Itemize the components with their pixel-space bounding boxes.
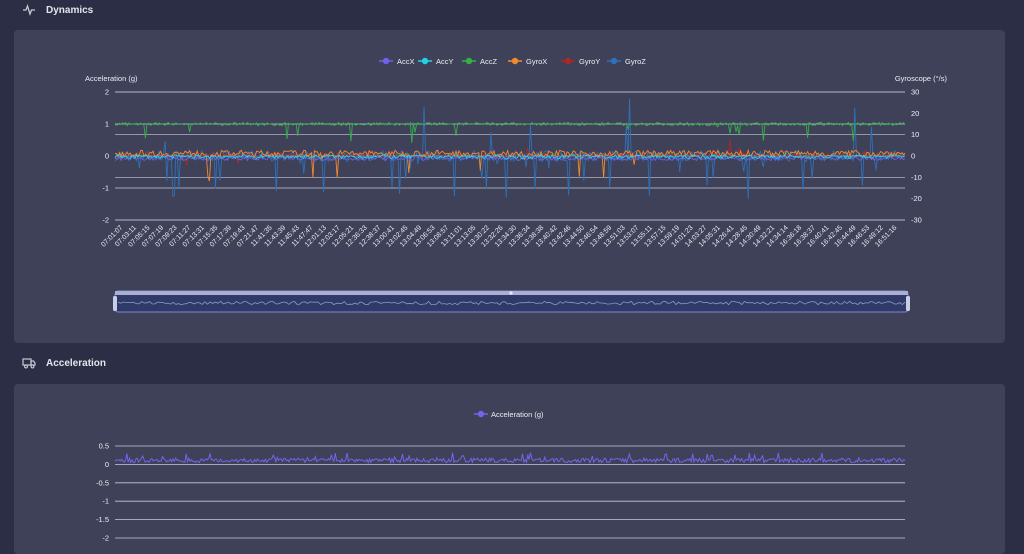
legend-marker xyxy=(610,57,618,65)
right-tick-label: 20 xyxy=(911,109,919,118)
dynamics-legend: AccX AccY AccZ GyroX GyroY GyroZ xyxy=(379,57,646,66)
legend-item-gyroy[interactable]: GyroY xyxy=(561,57,600,66)
y-tick-label: -1 xyxy=(102,497,109,506)
right-tick-label: 30 xyxy=(911,88,919,97)
zoom-slider[interactable] xyxy=(113,290,910,313)
y-tick-label: 0 xyxy=(105,460,109,469)
legend-marker xyxy=(465,57,473,65)
series-line-accx[interactable] xyxy=(114,155,906,162)
acceleration-chart[interactable]: Acceleration (g) 0.5 0 -0.5 -1 -1.5 -2 xyxy=(14,384,1005,554)
legend-marker xyxy=(564,57,572,65)
series-line-accz[interactable] xyxy=(114,121,906,143)
acceleration-title: Acceleration xyxy=(46,357,107,369)
legend-marker xyxy=(511,57,519,65)
acceleration-chart-card: Acceleration (g) 0.5 0 -0.5 -1 -1.5 -2 xyxy=(14,384,1005,554)
left-axis-title: Acceleration (g) xyxy=(85,74,138,83)
left-tick-label: 2 xyxy=(105,88,109,97)
legend-marker xyxy=(477,410,485,418)
series-line-gyroz[interactable] xyxy=(114,98,906,200)
legend-item-acceleration[interactable]: Acceleration (g) xyxy=(474,410,544,419)
legend-item-gyrox[interactable]: GyroX xyxy=(508,57,547,66)
right-axis-title: Gyroscope (°/s) xyxy=(895,74,948,83)
right-tick-label: -10 xyxy=(911,173,922,182)
right-tick-label: -20 xyxy=(911,194,922,203)
right-tick-label: 10 xyxy=(911,130,919,139)
legend-label: GyroX xyxy=(526,57,547,66)
series-line-accy[interactable] xyxy=(114,153,906,160)
y-tick-label: -0.5 xyxy=(96,478,109,487)
legend-label: AccZ xyxy=(480,57,498,66)
dynamics-title: Dynamics xyxy=(46,4,94,16)
legend-label: Acceleration (g) xyxy=(491,410,544,419)
right-tick-label: 0 xyxy=(911,152,915,161)
left-tick-label: -1 xyxy=(102,184,109,193)
legend-label: AccX xyxy=(397,57,415,66)
acceleration-section-header: Acceleration xyxy=(22,353,106,373)
y-tick-label: -1.5 xyxy=(96,515,109,524)
zoom-handle-left[interactable] xyxy=(113,296,117,311)
legend-item-accx[interactable]: AccX xyxy=(379,57,415,66)
dynamics-chart-card: AccX AccY AccZ GyroX GyroY GyroZ Acceleration … xyxy=(14,30,1005,343)
legend-item-gyroz[interactable]: GyroZ xyxy=(607,57,646,66)
left-tick-label: 1 xyxy=(105,120,109,129)
left-tick-label: -2 xyxy=(102,216,109,225)
zoom-handle-right[interactable] xyxy=(906,296,910,311)
dynamics-chart[interactable]: AccX AccY AccZ GyroX GyroY GyroZ Acceleration … xyxy=(14,30,1005,343)
legend-item-accy[interactable]: AccY xyxy=(418,57,454,66)
zoom-slider-grip[interactable] xyxy=(509,291,513,295)
activity-icon xyxy=(23,3,35,17)
left-tick-label: 0 xyxy=(105,152,109,161)
y-tick-label: 0.5 xyxy=(99,442,109,451)
legend-label: GyroY xyxy=(579,57,600,66)
legend-item-accz[interactable]: AccZ xyxy=(462,57,498,66)
series-line-acceleration[interactable] xyxy=(114,451,906,465)
acceleration-legend: Acceleration (g) xyxy=(474,410,544,419)
y-tick-label: -2 xyxy=(102,534,109,543)
legend-label: AccY xyxy=(436,57,454,66)
truck-icon xyxy=(22,358,36,369)
zoom-slider-preview xyxy=(117,300,906,306)
legend-marker xyxy=(382,57,390,65)
right-tick-label: -30 xyxy=(911,216,922,225)
legend-label: GyroZ xyxy=(625,57,646,66)
dynamics-section-header: Dynamics xyxy=(22,0,93,20)
legend-marker xyxy=(421,57,429,65)
